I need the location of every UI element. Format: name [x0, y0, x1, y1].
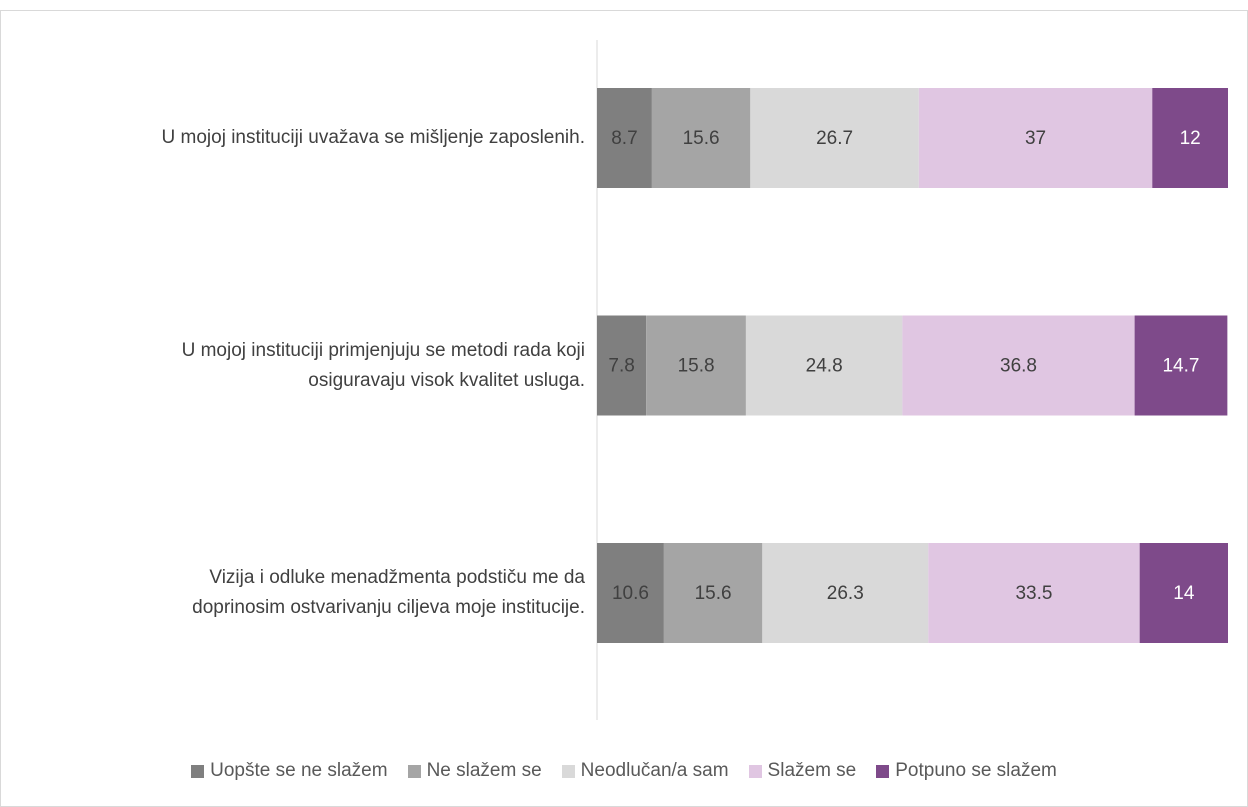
- data-label: 15.8: [678, 356, 715, 377]
- legend: Uopšte se ne slažem Ne slažem se Neodlučan…: [0, 760, 1248, 782]
- bar-segment: [597, 543, 664, 643]
- bar-segment: [1139, 543, 1228, 643]
- bar-segment: [646, 315, 746, 416]
- bar-segment: [1152, 88, 1228, 188]
- legend-label: Neodlučan/a sam: [580, 760, 729, 781]
- bar-segment: [597, 315, 647, 416]
- bar-segment: [597, 88, 652, 188]
- data-label: 14.7: [1162, 356, 1199, 377]
- bar-segment: [651, 88, 751, 188]
- data-label: 24.8: [806, 356, 843, 377]
- category-label: U mojoj instituciji uvažava se mišljenje…: [161, 127, 585, 148]
- data-label: 12: [1180, 128, 1201, 149]
- data-label: 14: [1173, 583, 1195, 604]
- bar-segment: [902, 315, 1135, 416]
- category-label: Vizija i odluke menadžmenta podstiču me …: [192, 567, 585, 618]
- data-label: 33.5: [1015, 583, 1052, 604]
- bar-segment: [750, 88, 919, 188]
- bar-segment: [762, 543, 929, 643]
- legend-item: Ne slažem se: [407, 760, 542, 782]
- legend-swatch: [876, 764, 890, 778]
- data-label: 10.6: [612, 583, 649, 604]
- legend-item: Uopšte se ne slažem: [191, 760, 388, 782]
- bar-segment: [745, 315, 903, 416]
- data-label: 8.7: [611, 128, 637, 149]
- bar-segment: [918, 88, 1153, 188]
- legend-label: Uopšte se ne slažem: [210, 760, 388, 781]
- legend-item: Slažem se: [748, 760, 857, 782]
- category-label: U mojoj instituciji primjenjuju se metod…: [181, 339, 585, 391]
- legend-swatch: [561, 764, 575, 778]
- bar-segment: [928, 543, 1140, 643]
- legend-item: Neodlučan/a sam: [561, 760, 729, 782]
- data-label: 7.8: [608, 356, 634, 377]
- data-label: 15.6: [695, 583, 732, 604]
- legend-label: Potpuno se slažem: [895, 760, 1057, 781]
- legend-swatch: [748, 764, 762, 778]
- data-label: 36.8: [1000, 356, 1037, 377]
- data-label: 26.3: [827, 583, 864, 604]
- legend-label: Ne slažem se: [426, 760, 542, 781]
- legend-swatch: [191, 764, 205, 778]
- bar-segment: [1134, 315, 1228, 416]
- data-label: 15.6: [683, 128, 720, 149]
- data-label: 37: [1025, 128, 1046, 149]
- data-label: 26.7: [816, 128, 853, 149]
- legend-item: Potpuno se slažem: [876, 760, 1057, 782]
- legend-label: Slažem se: [767, 760, 857, 781]
- bar-segment: [663, 543, 763, 643]
- legend-swatch: [407, 764, 421, 778]
